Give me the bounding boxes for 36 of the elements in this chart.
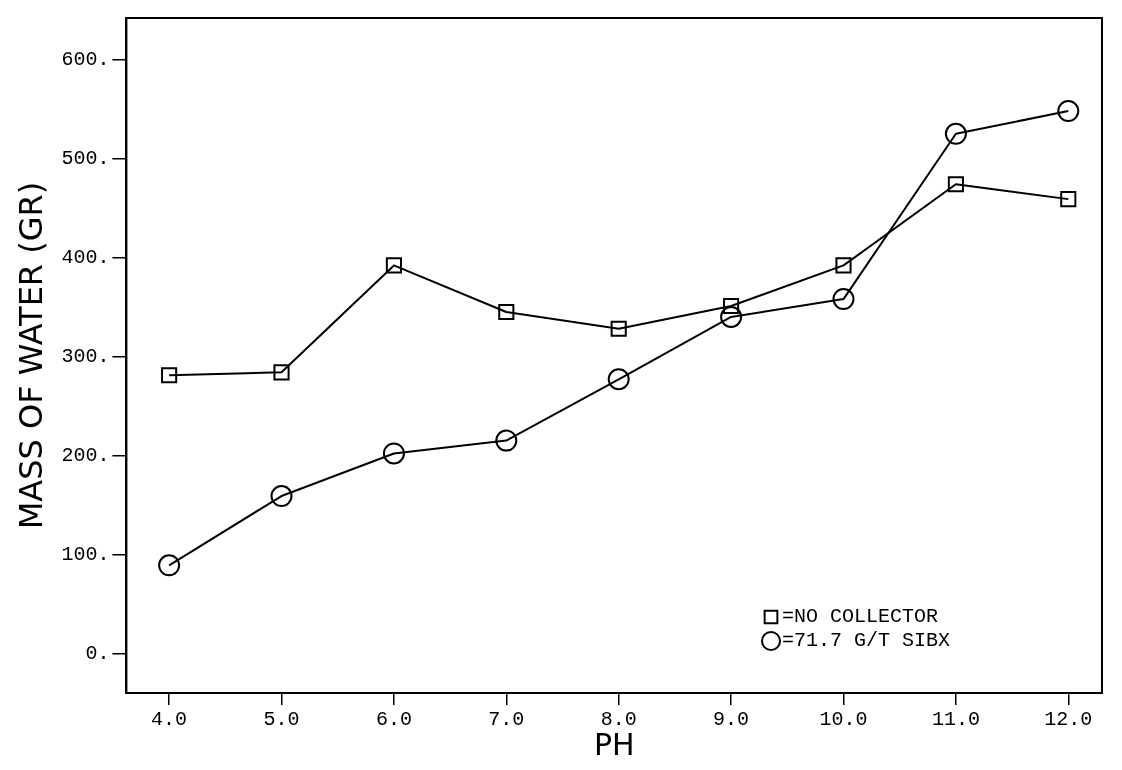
x-tick-label: 7.0 [488,708,525,732]
point [382,442,405,465]
point [498,303,515,321]
point [723,297,740,315]
point [607,368,630,391]
x-tick-label: 12.0 [1044,708,1093,732]
y-tick-label: 500. [61,146,110,170]
point [158,554,181,577]
y-tick-label: 0. [85,641,110,665]
y-tick-label: 100. [61,542,110,566]
point [835,257,852,274]
point [720,305,743,328]
x-tick-label: 10.0 [819,708,868,732]
point [495,429,518,452]
y-tick-label: 400. [61,245,110,269]
y-tick-label: 200. [61,443,110,467]
y-tick-label: 600. [61,47,110,71]
x-tick-label: 5.0 [263,708,300,732]
y-axis-title: MASS OF WATER (GR) [11,181,50,530]
point [832,288,855,311]
point [270,485,293,508]
point [1060,191,1077,208]
legend-label: =NO COLLECTOR [782,605,939,629]
point [273,364,290,381]
point [610,320,627,337]
x-tick-label: 11.0 [931,708,980,732]
x-tick-label: 4.0 [151,708,188,732]
point [944,122,967,145]
point [385,257,402,274]
x-tick-label: 6.0 [375,708,412,732]
point [1057,100,1080,123]
y-tick-label: 300. [61,344,110,368]
point [161,367,178,384]
x-tick-label: 9.0 [713,708,750,732]
legend-label: =71.7 G/T SIBX [782,629,951,653]
point [947,176,964,193]
